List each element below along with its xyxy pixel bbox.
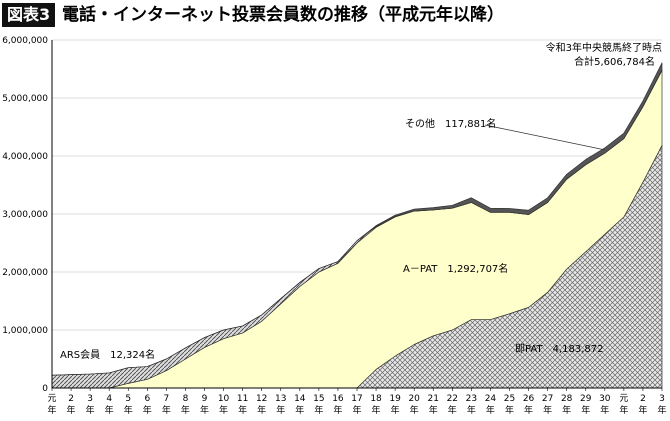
x-tick-unit: 年 (467, 404, 476, 416)
x-tick-label: 19 (389, 394, 401, 404)
y-tick-label: 3,000,000 (2, 210, 48, 220)
x-tick-label: 元 (619, 394, 628, 404)
x-tick-label: 14 (294, 394, 306, 404)
x-tick-unit: 年 (352, 404, 361, 416)
x-tick-label: 4 (106, 394, 112, 404)
sokupat-label: 即PAT 4,183,872 (515, 343, 603, 355)
x-tick-unit: 年 (391, 404, 400, 416)
x-tick-unit: 年 (448, 404, 457, 416)
x-tick-label: 24 (485, 394, 497, 404)
x-tick-unit: 年 (524, 404, 533, 416)
x-tick-unit: 年 (314, 404, 323, 416)
x-tick-label: 29 (580, 394, 592, 404)
x-tick-label: 元 (47, 394, 56, 404)
sonota-label: その他 117,881名 (405, 117, 496, 130)
x-tick-unit: 年 (67, 404, 76, 416)
x-tick-label: 6 (144, 394, 150, 404)
x-tick-label: 13 (275, 394, 286, 404)
figure-number-badge: 図表3 (2, 3, 56, 27)
x-tick-label: 23 (466, 394, 477, 404)
x-tick-label: 25 (504, 394, 515, 404)
x-tick-unit: 年 (295, 404, 304, 416)
x-tick-label: 12 (256, 394, 267, 404)
x-axis-tick-labels: 元年2年3年4年5年6年7年8年9年10年11年12年13年14年15年16年1… (47, 388, 667, 416)
x-tick-unit: 年 (86, 404, 95, 416)
x-tick-unit: 年 (162, 404, 171, 416)
x-tick-label: 21 (428, 394, 439, 404)
x-tick-unit: 年 (581, 404, 590, 416)
x-tick-label: 11 (237, 394, 248, 404)
x-tick-unit: 年 (105, 404, 114, 416)
x-tick-label: 10 (218, 394, 230, 404)
x-tick-unit: 年 (505, 404, 514, 416)
x-tick-unit: 年 (638, 404, 647, 416)
x-tick-label: 2 (68, 394, 74, 404)
x-tick-unit: 年 (47, 404, 56, 416)
x-tick-unit: 年 (143, 404, 152, 416)
x-tick-label: 7 (164, 394, 170, 404)
x-tick-label: 26 (523, 394, 535, 404)
y-axis-tick-labels: 0 1,000,000 2,000,000 3,000,000 4,000,000 5,0… (2, 36, 48, 394)
x-tick-unit: 年 (429, 404, 438, 416)
x-tick-label: 30 (599, 394, 611, 404)
x-tick-unit: 年 (219, 404, 228, 416)
x-tick-unit: 年 (257, 404, 266, 416)
x-tick-unit: 年 (124, 404, 133, 416)
x-tick-unit: 年 (657, 404, 666, 416)
y-tick-label: 6,000,000 (2, 36, 48, 46)
area-その他 (51, 62, 663, 376)
x-tick-label: 20 (408, 394, 420, 404)
x-tick-label: 16 (332, 394, 344, 404)
x-tick-unit: 年 (486, 404, 495, 416)
x-tick-label: 18 (370, 394, 382, 404)
x-tick-unit: 年 (276, 404, 285, 416)
x-tick-label: 28 (561, 394, 573, 404)
ars-label: ARS会員 12,324名 (60, 348, 155, 361)
apat-label: A－PAT 1,292,707名 (403, 262, 508, 275)
x-tick-label: 5 (125, 394, 131, 404)
x-tick-unit: 年 (543, 404, 552, 416)
x-tick-label: 9 (202, 394, 208, 404)
x-tick-label: 27 (542, 394, 553, 404)
x-tick-unit: 年 (238, 404, 247, 416)
x-tick-unit: 年 (372, 404, 381, 416)
final-total-note-line1: 令和3年中央競馬終了時点 (546, 41, 662, 54)
y-tick-label: 5,000,000 (2, 94, 48, 104)
y-tick-label: 0 (42, 384, 48, 394)
x-tick-unit: 年 (562, 404, 571, 416)
y-tick-label: 1,000,000 (2, 326, 48, 336)
x-tick-unit: 年 (619, 404, 628, 416)
sonota-leader-line (484, 124, 605, 151)
x-tick-unit: 年 (333, 404, 342, 416)
x-tick-label: 3 (87, 394, 93, 404)
final-total-note-line2: 合計5,606,784名 (574, 55, 655, 68)
x-tick-label: 22 (447, 394, 458, 404)
series-areas (51, 62, 663, 389)
y-tick-label: 2,000,000 (2, 268, 48, 278)
y-tick-label: 4,000,000 (2, 152, 48, 162)
x-tick-label: 17 (351, 394, 362, 404)
x-tick-label: 15 (313, 394, 324, 404)
title-row: 図表3 電話・インターネット投票会員数の推移（平成元年以降） (0, 0, 670, 30)
x-tick-unit: 年 (410, 404, 419, 416)
x-tick-label: 8 (183, 394, 189, 404)
x-tick-unit: 年 (181, 404, 190, 416)
x-tick-unit: 年 (600, 404, 609, 416)
x-tick-unit: 年 (200, 404, 209, 416)
chart-title: 電話・インターネット投票会員数の推移（平成元年以降） (62, 5, 504, 25)
x-tick-label: 3 (659, 394, 665, 404)
x-tick-label: 2 (640, 394, 646, 404)
